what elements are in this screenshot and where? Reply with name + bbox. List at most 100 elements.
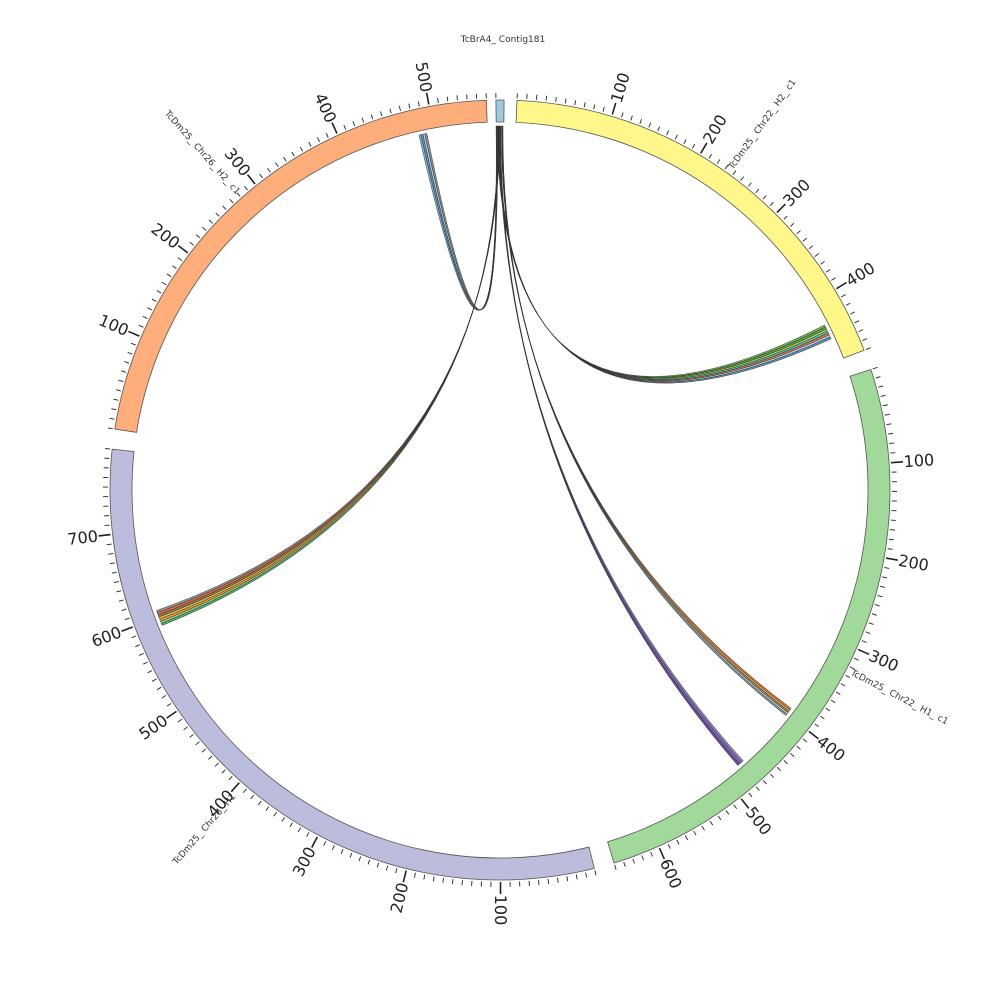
minor-tick	[376, 862, 380, 868]
minor-tick	[408, 103, 411, 109]
minor-tick	[106, 543, 112, 546]
minor-tick	[796, 230, 801, 235]
minor-tick	[593, 104, 596, 110]
major-tick	[857, 648, 870, 656]
minor-tick	[442, 877, 445, 883]
minor-tick	[878, 385, 884, 388]
segment-bands	[109, 99, 891, 881]
link-ribbon	[424, 125, 498, 311]
minor-tick	[156, 290, 162, 294]
tick-label: 200	[699, 111, 731, 147]
minor-tick	[115, 389, 121, 392]
minor-tick	[195, 234, 201, 239]
link-ribbon	[502, 125, 788, 716]
minor-tick	[868, 622, 874, 625]
minor-tick	[783, 760, 788, 765]
minor-tick	[574, 100, 577, 106]
minor-tick	[423, 874, 426, 880]
minor-tick	[275, 162, 279, 167]
major-tick	[890, 461, 904, 464]
tick-label: 500	[742, 803, 776, 839]
minor-tick	[709, 820, 714, 826]
minor-tick	[849, 666, 855, 670]
link-ribbon	[156, 125, 501, 614]
segment-name-label: TcDm25_ Chr22_ H1_ c1	[848, 668, 950, 727]
minor-tick	[358, 856, 362, 862]
minor-tick	[708, 153, 713, 159]
minor-tick	[130, 342, 136, 346]
minor-tick	[116, 590, 122, 593]
minor-tick	[871, 613, 877, 616]
minor-tick	[555, 96, 557, 103]
minor-tick	[370, 114, 374, 120]
minor-tick	[113, 581, 119, 584]
minor-tick	[437, 97, 439, 103]
minor-tick	[417, 101, 420, 107]
tick-label: 500	[135, 711, 171, 744]
minor-tick	[135, 644, 140, 648]
minor-tick	[109, 562, 115, 565]
minor-tick	[889, 529, 896, 531]
tick-label: 400	[813, 732, 849, 766]
minor-tick	[814, 723, 819, 728]
minor-tick	[142, 316, 148, 320]
minor-tick	[201, 748, 206, 753]
minor-tick	[367, 859, 371, 865]
minor-tick	[888, 538, 894, 541]
minor-tick	[124, 361, 130, 364]
minor-tick	[105, 448, 111, 450]
minor-tick	[639, 118, 643, 124]
minor-tick	[138, 324, 144, 328]
minor-tick	[861, 640, 867, 643]
minor-tick	[131, 635, 137, 639]
minor-tick	[124, 617, 130, 621]
minor-tick	[657, 126, 661, 132]
minor-tick	[316, 137, 321, 143]
minor-tick	[107, 427, 113, 430]
minor-tick	[229, 198, 234, 204]
minor-tick	[693, 830, 697, 836]
minor-tick	[755, 188, 760, 194]
segment-band	[114, 99, 488, 433]
minor-tick	[118, 599, 124, 602]
minor-tick	[796, 745, 801, 750]
minor-tick	[208, 219, 213, 224]
minor-tick	[789, 222, 795, 227]
minor-tick	[594, 870, 597, 876]
minor-tick	[208, 755, 213, 760]
tick-label: 600	[656, 856, 686, 892]
minor-tick	[308, 141, 312, 147]
major-tick	[98, 533, 111, 537]
minor-tick	[259, 173, 263, 179]
major-tick	[311, 836, 319, 848]
link-ribbon	[497, 125, 831, 383]
minor-tick	[108, 553, 114, 555]
major-tick	[128, 330, 140, 337]
minor-tick	[820, 715, 825, 720]
minor-tick	[118, 379, 124, 383]
minor-tick	[215, 212, 220, 217]
minor-tick	[323, 840, 327, 846]
minor-tick	[189, 241, 195, 246]
minor-tick	[865, 631, 871, 634]
segment-name-label: TcDm25_ Chr26_ H1	[171, 792, 239, 868]
minor-tick	[389, 108, 392, 114]
minor-tick	[545, 95, 548, 101]
link-ribbon	[497, 125, 830, 382]
minor-tick	[621, 112, 624, 118]
minor-tick	[874, 604, 880, 607]
minor-tick	[151, 298, 157, 302]
minor-tick	[648, 122, 652, 128]
tick-label: 200	[387, 881, 413, 915]
minor-tick	[306, 832, 310, 837]
minor-tick	[886, 423, 892, 426]
minor-tick	[161, 694, 167, 699]
tick-label: 100	[96, 310, 132, 339]
link-ribbon	[498, 125, 832, 384]
tick-label: 100	[491, 895, 510, 926]
minor-tick	[887, 432, 894, 435]
minor-tick	[385, 865, 389, 871]
minor-tick	[325, 132, 329, 138]
minor-tick	[456, 95, 458, 101]
minor-tick	[717, 815, 722, 821]
